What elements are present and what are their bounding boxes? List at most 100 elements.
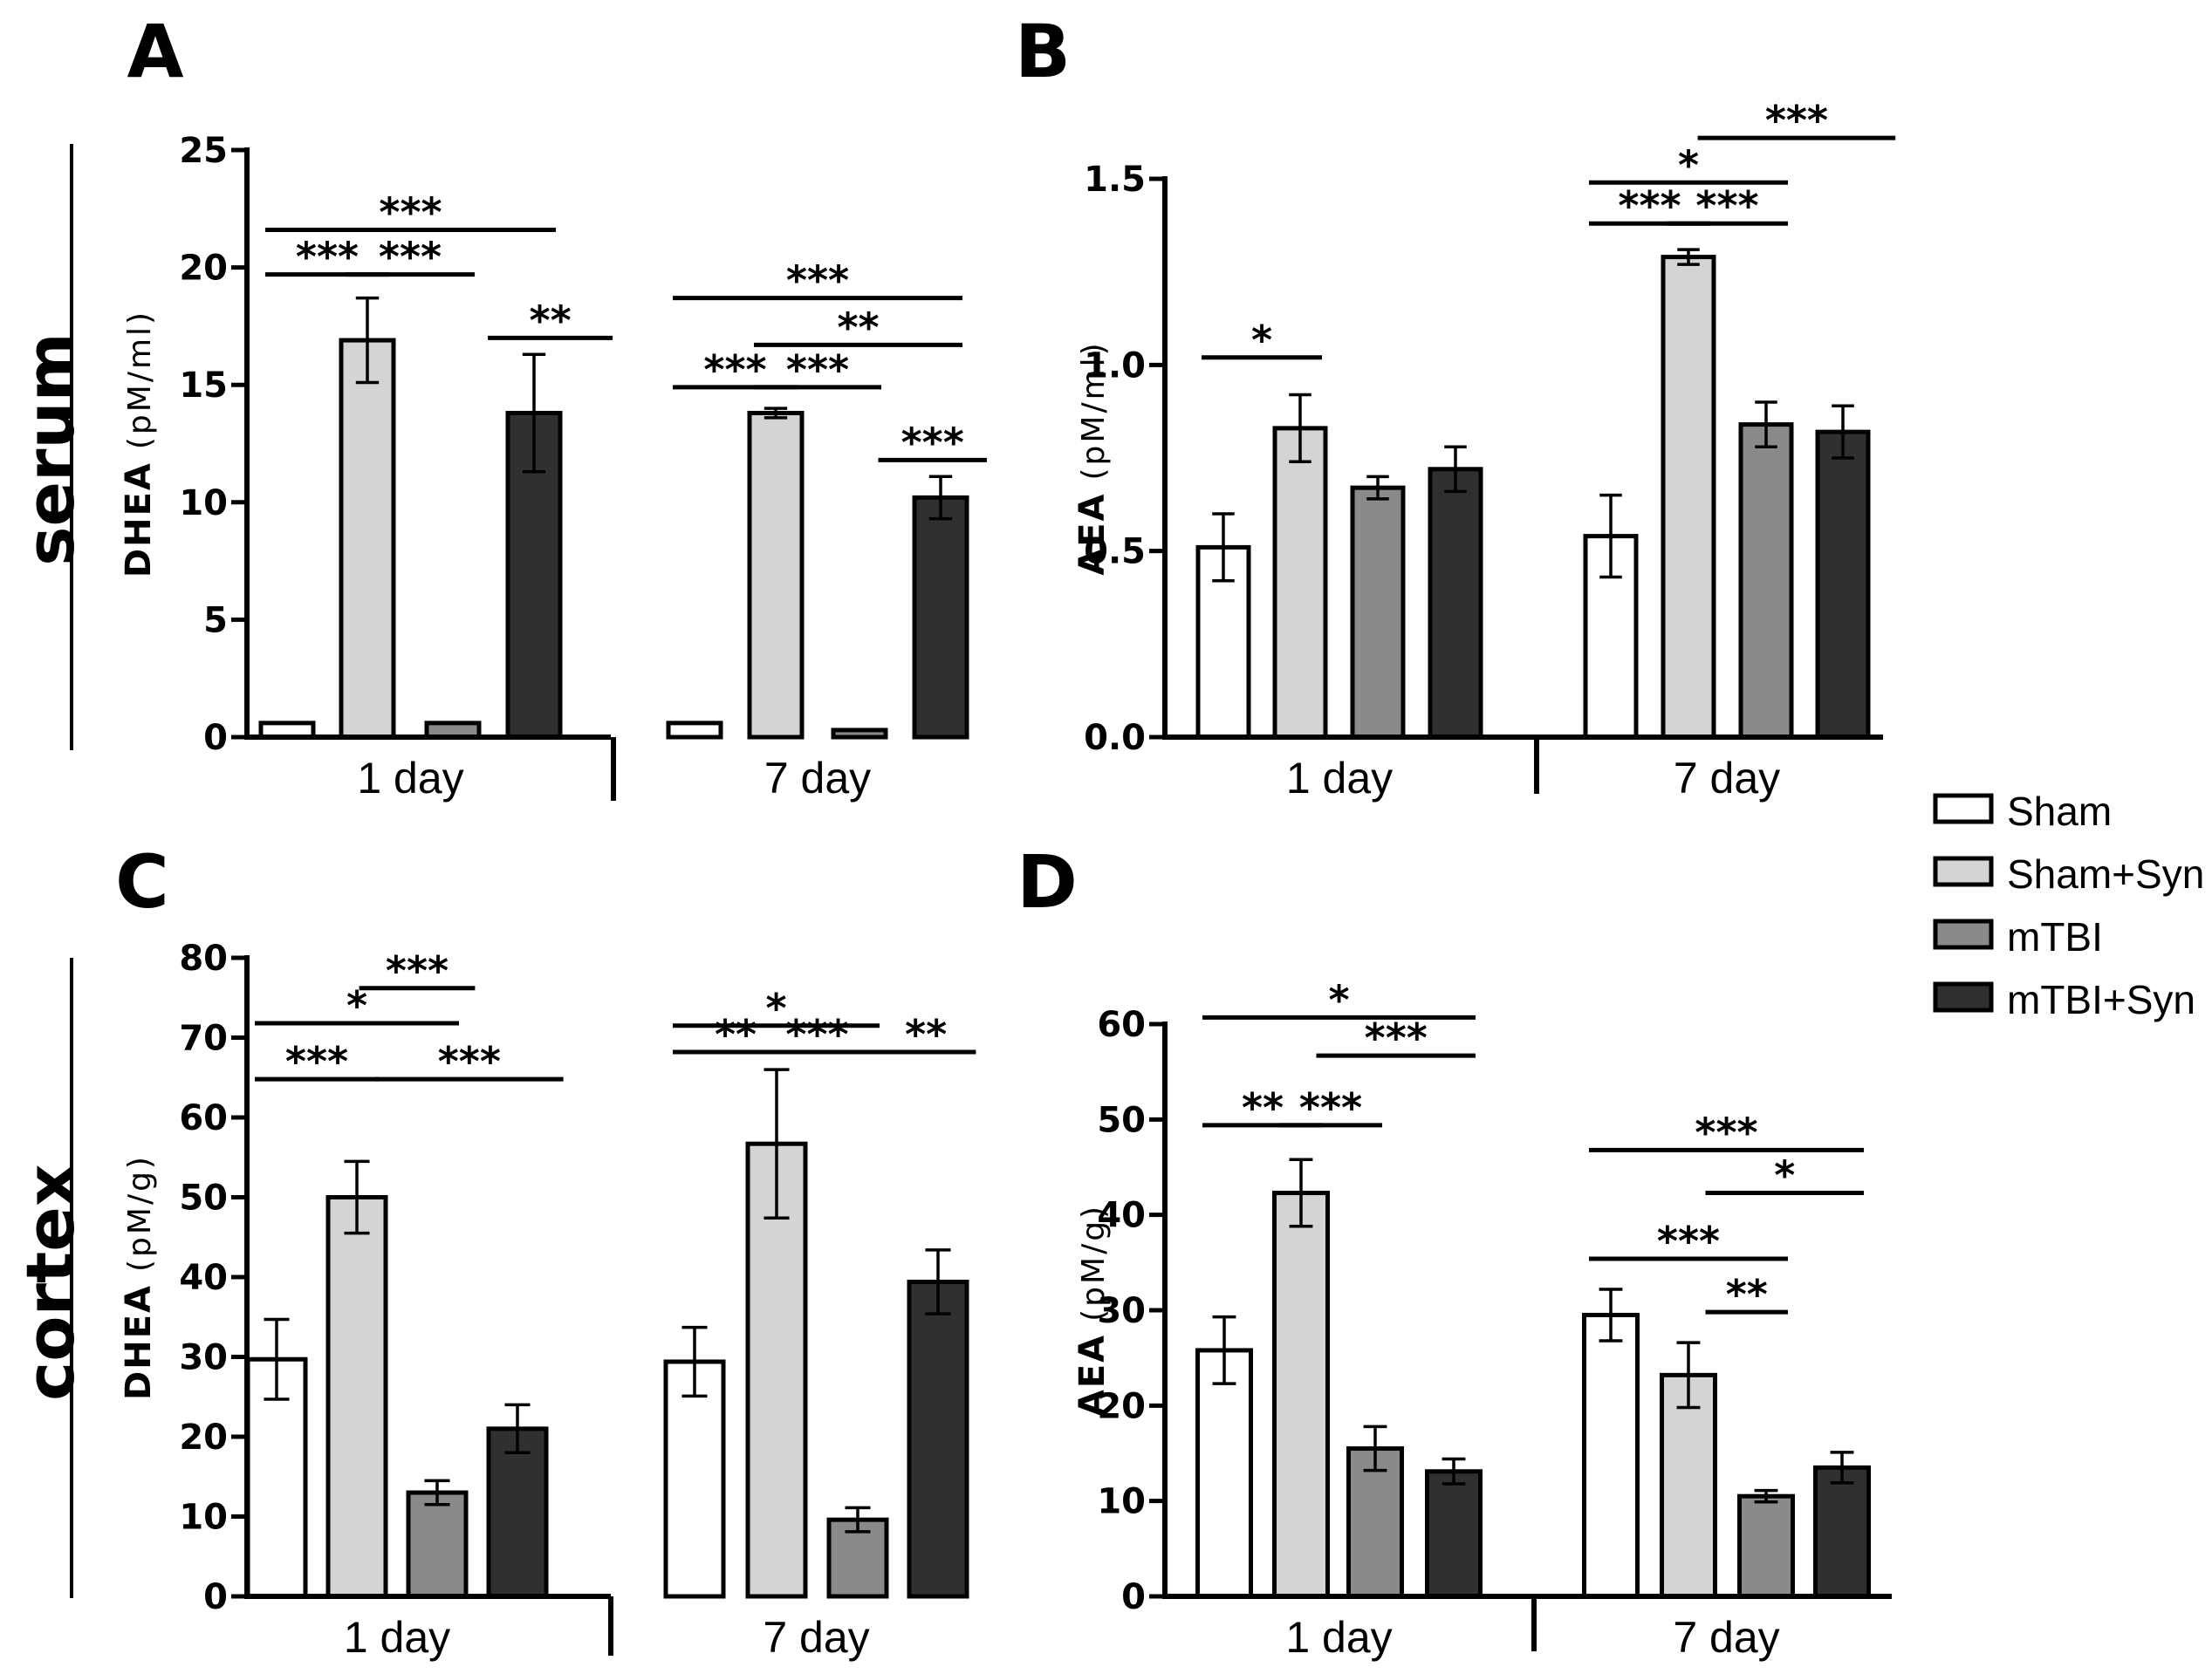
error-bar [1442, 1457, 1466, 1486]
legend-swatch [1933, 793, 1994, 824]
significance-label: *** [379, 189, 442, 236]
error-bar [925, 1248, 951, 1315]
error-bar [1599, 1288, 1623, 1343]
error-bar [928, 475, 953, 521]
error-bar [1599, 493, 1622, 579]
y-axis-label-name: DHEA [119, 461, 159, 577]
row-label-serum: serum [11, 332, 89, 566]
significance-label: * [1774, 1152, 1795, 1199]
bar-sham-2 [1582, 1312, 1640, 1599]
legend-label: Sham+Syn [2007, 851, 2204, 897]
x-category-label: 1 day [1285, 1613, 1392, 1662]
legend-label: mTBI [2007, 914, 2103, 960]
bar-sham-plus-syn-2 [1660, 1372, 1717, 1599]
bar-mtbi-1 [1350, 485, 1406, 740]
y-axis-label: DHEA (pM/ml) [119, 310, 159, 577]
significance-label: *** [1695, 1109, 1757, 1156]
y-tick-label: 20 [179, 1418, 228, 1458]
bar-mtbi-plus-syn-2 [1815, 429, 1871, 740]
y-axis-label: DHEA (pM/g) [119, 1154, 159, 1400]
bar-mtbi-2 [1738, 422, 1794, 740]
significance-label: * [1678, 141, 1699, 188]
error-bar [1676, 1341, 1701, 1410]
error-bar [1289, 393, 1311, 464]
significance-label: *** [1695, 182, 1758, 229]
significance-label: *** [786, 257, 849, 304]
y-tick-label: 10 [179, 1498, 228, 1538]
significance-label: ** [1242, 1084, 1284, 1131]
bar-mtbi-plus-syn-1 [486, 1426, 549, 1599]
error-bar [1755, 400, 1777, 448]
legend-swatch [1933, 981, 1994, 1013]
bar-sham-plus-syn-1 [325, 1195, 388, 1599]
error-bar [1677, 248, 1700, 266]
legend-label: Sham [2007, 789, 2112, 834]
legend-swatch [1933, 856, 1994, 887]
error-bar [1754, 1488, 1778, 1504]
legend: Sham Sham+Syn mTBI mTBI+Syn [1933, 789, 2204, 1022]
y-axis-label-name: AEA [1072, 1334, 1113, 1417]
x-category-label: 7 day [764, 754, 871, 803]
significance-label: * [1328, 976, 1349, 1023]
y-axis-label: AEA (pM/ml) [1072, 340, 1113, 575]
x-category-label: 1 day [344, 1613, 450, 1662]
bar-mtbi-plus-syn-2 [907, 1279, 969, 1599]
error-bar [1212, 512, 1235, 583]
error-bar [504, 1403, 531, 1455]
significance-label: *** [285, 1038, 348, 1085]
y-tick-label: 50 [1097, 1100, 1146, 1140]
error-bar [845, 1506, 871, 1534]
significance-label: *** [901, 419, 964, 466]
row-label-cortex: cortex [11, 1164, 89, 1401]
significance-label: * [1251, 317, 1272, 364]
y-tick-label: 0.0 [1084, 718, 1146, 758]
error-bar [522, 352, 546, 474]
bar-mtbi-plus-syn-1 [1428, 467, 1483, 740]
significance-label: * [765, 985, 786, 1032]
bar-mtbi-1 [1346, 1446, 1404, 1599]
bar-mtbi-2 [831, 728, 888, 740]
y-tick-label: 10 [1097, 1482, 1146, 1522]
y-tick-label: 20 [1097, 1386, 1146, 1426]
y-tick-label: 1.5 [1084, 160, 1146, 200]
significance-label: * [346, 982, 367, 1029]
bar-sham-plus-syn-1 [1272, 1191, 1330, 1599]
significance-label: *** [786, 346, 849, 393]
error-bar [355, 296, 380, 385]
x-category-label: 7 day [1673, 1613, 1779, 1662]
error-bar [764, 407, 788, 420]
significance-label: *** [379, 234, 442, 281]
bar-sham-plus-syn-2 [1661, 255, 1716, 740]
y-tick-label: 60 [179, 1098, 228, 1138]
significance-label: *** [1657, 1218, 1720, 1265]
significance-label: ** [837, 304, 879, 351]
bar-mtbi-1 [406, 1490, 469, 1599]
panel-letter: B [1015, 9, 1071, 94]
x-category-label: 7 day [1674, 754, 1780, 803]
x-category-label: 1 day [1286, 754, 1393, 803]
y-tick-label: 0.5 [1084, 532, 1146, 572]
error-bar [424, 1479, 450, 1507]
significance-label: *** [438, 1038, 501, 1085]
error-bar [344, 1159, 370, 1235]
y-tick-label: 30 [1097, 1291, 1146, 1331]
x-category-label: 1 day [357, 754, 463, 803]
legend-swatch [1933, 919, 1994, 950]
error-bar [1363, 1425, 1387, 1472]
y-tick-label: 10 [179, 483, 228, 523]
significance-label: *** [1765, 97, 1828, 144]
bar-sham-1 [1195, 1348, 1253, 1599]
panel-letter: D [1017, 839, 1078, 925]
significance-label: ** [905, 1011, 947, 1058]
y-tick-label: 0 [1121, 1577, 1146, 1617]
bar-mtbi-plus-syn-2 [912, 495, 969, 740]
error-bar [681, 1325, 708, 1398]
bar-sham-plus-syn-1 [1272, 426, 1328, 740]
y-axis-label-unit: (pM/ml) [1076, 340, 1112, 480]
y-tick-label: 1.0 [1084, 345, 1146, 386]
legend-label: mTBI+Syn [2007, 977, 2195, 1022]
error-bar [264, 1317, 290, 1401]
